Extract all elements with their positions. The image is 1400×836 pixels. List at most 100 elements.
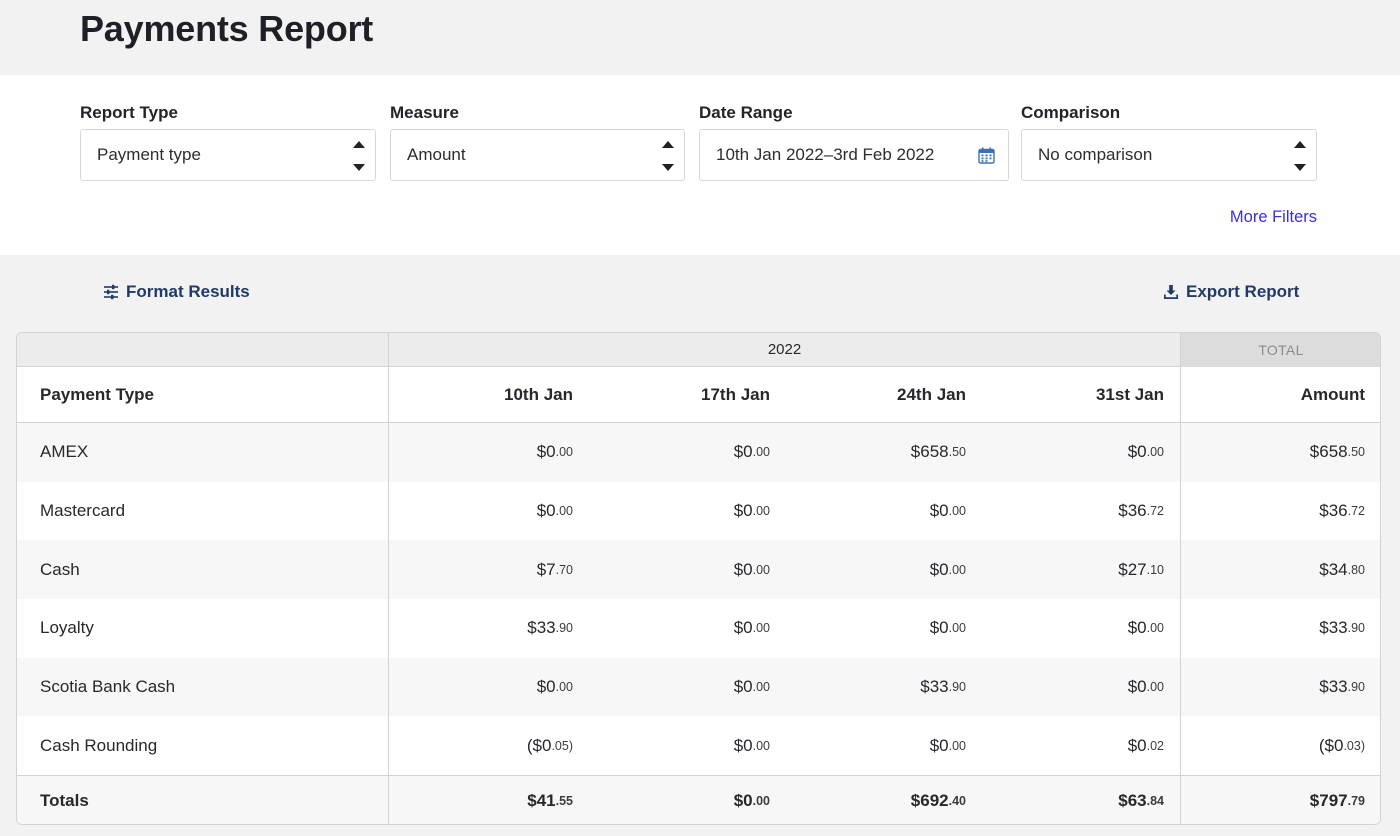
format-results-button[interactable]: Format Results — [103, 282, 250, 302]
amount-dollars: $0 — [733, 618, 753, 638]
amount-dollars: $0 — [536, 677, 556, 697]
cell-amount: $0.00 — [590, 482, 770, 541]
cell-amount: $0.00 — [590, 599, 770, 658]
amount-dollars: $0 — [929, 735, 949, 755]
cell-amount: $0.00 — [393, 423, 573, 482]
row-label: Scotia Bank Cash — [40, 677, 176, 697]
amount-dollars: $0 — [733, 501, 753, 521]
date-range-input[interactable]: 10th Jan 2022–3rd Feb 2022 — [699, 129, 1009, 181]
totals-amount: $0.00 — [590, 776, 770, 824]
amount-cents: .00 — [752, 738, 770, 753]
amount-dollars: ($0 — [526, 735, 552, 755]
table-header-row: Payment Type 10th Jan 17th Jan 24th Jan 31st… — [17, 367, 1380, 423]
report-table: 2022 TOTAL Payment Type 10th Jan 17th Jan 2… — [16, 332, 1381, 825]
amount-dollars: $33 — [1319, 618, 1348, 638]
amount-cents: .80 — [1347, 562, 1365, 577]
amount-cents: .72 — [1347, 504, 1365, 519]
column-divider — [1180, 333, 1181, 824]
amount-cents: .00 — [948, 738, 966, 753]
amount-dollars: $0 — [1127, 677, 1147, 697]
export-report-label: Export Report — [1186, 282, 1300, 301]
row-total-amount: $658.50 — [1185, 423, 1365, 482]
cell-amount: $0.00 — [984, 423, 1164, 482]
totals-label: Totals — [40, 791, 89, 811]
amount-dollars: $41 — [527, 791, 556, 811]
amount-cents: .90 — [555, 621, 573, 636]
row-total-amount: $36.72 — [1185, 482, 1365, 541]
amount-dollars: $7 — [536, 559, 556, 579]
amount-cents: .55 — [555, 794, 573, 809]
amount-dollars: $36 — [1118, 501, 1147, 521]
filters-panel: Report Type Payment type Measure Amount … — [0, 75, 1400, 255]
table-row: Loyalty $33.90 $0.00 $0.00 $0.00 $33.90 — [17, 599, 1380, 658]
cell-amount: $0.00 — [984, 599, 1164, 658]
total-header: TOTAL — [1258, 342, 1304, 358]
cell-amount: $0.02 — [984, 717, 1164, 776]
amount-cents: .00 — [948, 504, 966, 519]
amount-dollars: $33 — [527, 618, 556, 638]
column-header-period[interactable]: 24th Jan — [897, 384, 966, 404]
amount-dollars: $34 — [1319, 559, 1348, 579]
page-header: Payments Report — [0, 0, 1400, 75]
totals-amount: $63.84 — [984, 776, 1164, 824]
amount-cents: .40 — [948, 794, 966, 809]
table-row: Mastercard $0.00 $0.00 $0.00 $36.72 $36.72 — [17, 481, 1380, 541]
amount-cents: .00 — [1146, 445, 1164, 460]
amount-cents: .00 — [555, 680, 573, 695]
cell-amount: $33.90 — [393, 599, 573, 658]
amount-cents: .00 — [752, 680, 770, 695]
amount-cents: .72 — [1146, 504, 1164, 519]
column-header-period[interactable]: 17th Jan — [701, 384, 770, 404]
select-stepper-icon — [662, 141, 674, 171]
amount-dollars: $27 — [1118, 559, 1147, 579]
amount-dollars: $0 — [733, 677, 753, 697]
amount-cents: .02 — [1146, 738, 1164, 753]
report-type-select[interactable]: Payment type — [80, 129, 376, 181]
cell-amount: $0.00 — [786, 482, 966, 541]
amount-cents: .00 — [1146, 680, 1164, 695]
amount-cents: .00 — [555, 445, 573, 460]
amount-dollars: ($0 — [1318, 735, 1344, 755]
table-group-header — [17, 333, 1380, 367]
cell-amount: $0.00 — [590, 540, 770, 599]
column-header-period[interactable]: 10th Jan — [504, 384, 573, 404]
amount-dollars: $0 — [733, 735, 753, 755]
cell-amount: $658.50 — [786, 423, 966, 482]
column-header-payment-type: Payment Type — [40, 384, 155, 404]
cell-amount: $0.00 — [393, 658, 573, 717]
amount-dollars: $36 — [1319, 501, 1348, 521]
comparison-value: No comparison — [1038, 145, 1153, 164]
cell-amount: $0.00 — [786, 540, 966, 599]
amount-cents: .05) — [551, 738, 573, 753]
column-header-amount[interactable]: Amount — [1300, 384, 1365, 404]
amount-cents: .00 — [752, 504, 770, 519]
calendar-icon — [978, 147, 995, 164]
cell-amount: $33.90 — [786, 658, 966, 717]
row-label: Cash — [40, 559, 80, 579]
comparison-filter: Comparison No comparison — [1021, 103, 1317, 181]
cell-amount: $7.70 — [393, 540, 573, 599]
cell-amount: $36.72 — [984, 482, 1164, 541]
amount-dollars: $0 — [733, 791, 753, 811]
amount-dollars: $0 — [536, 501, 556, 521]
more-filters-link[interactable]: More Filters — [1229, 208, 1317, 226]
comparison-label: Comparison — [1021, 103, 1121, 122]
amount-cents: .90 — [1347, 680, 1365, 695]
export-report-button[interactable]: Export Report — [1163, 282, 1299, 302]
column-header-period[interactable]: 31st Jan — [1095, 384, 1164, 404]
amount-cents: .00 — [752, 562, 770, 577]
row-total-amount: ($0.03) — [1185, 717, 1365, 776]
cell-amount: $0.00 — [590, 423, 770, 482]
row-total-amount: $34.80 — [1185, 540, 1365, 599]
measure-select[interactable]: Amount — [390, 129, 685, 181]
date-range-label: Date Range — [699, 103, 793, 122]
amount-cents: .79 — [1347, 794, 1365, 809]
grand-total-amount: $797.79 — [1185, 776, 1365, 824]
download-icon — [1164, 285, 1178, 299]
format-results-label: Format Results — [126, 282, 250, 301]
amount-cents: .00 — [752, 794, 770, 809]
select-stepper-icon — [1294, 141, 1306, 171]
amount-dollars: $0 — [1127, 735, 1147, 755]
comparison-select[interactable]: No comparison — [1021, 129, 1317, 181]
amount-cents: .10 — [1146, 562, 1164, 577]
